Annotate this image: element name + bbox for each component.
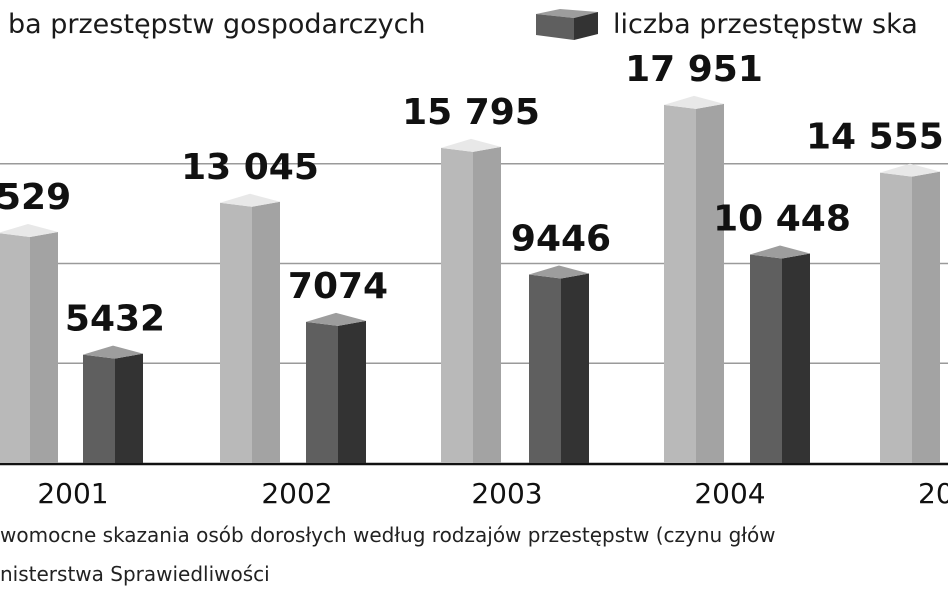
bar-series-1-2002 — [220, 193, 280, 463]
data-label-series-1-2001: 529 — [0, 177, 71, 218]
x-axis-tick-labels: 2001 2002 2003 2004 20 — [37, 477, 948, 510]
x-tick-label-2001: 2001 — [37, 477, 108, 510]
x-tick-label-20: 20 — [918, 477, 948, 510]
legend-swatch-series-2 — [536, 9, 598, 40]
data-label-series-1-2002: 13 045 — [181, 147, 319, 188]
data-label-series-1-2003: 15 795 — [402, 92, 540, 133]
bar-series-1-2003 — [441, 138, 501, 463]
data-label-series-1-2004: 17 951 — [625, 49, 763, 90]
data-label-series-1-20: 14 555 — [806, 117, 944, 158]
legend-label-series-2: liczba przestępstw ska — [613, 9, 918, 40]
legend: ba przestępstw gospodarczych liczba prze… — [8, 9, 918, 40]
data-label-series-2-2003: 9446 — [511, 219, 611, 260]
bar-series-1-2001 — [0, 223, 58, 463]
bar-series-2-2003 — [529, 265, 589, 463]
bar-series-1-20 — [880, 163, 940, 463]
bar-series-2-2002 — [306, 312, 366, 463]
data-label-series-2-2004: 10 448 — [713, 199, 851, 240]
footer-note-line-1: womocne skazania osób dorosłych według r… — [0, 523, 776, 547]
footer-note-line-2: nisterstwa Sprawiedliwości — [0, 562, 270, 586]
x-tick-label-2002: 2002 — [261, 477, 332, 510]
bar-series-2-2004 — [750, 245, 810, 463]
x-tick-label-2004: 2004 — [694, 477, 765, 510]
x-tick-label-2003: 2003 — [471, 477, 542, 510]
legend-label-series-1: ba przestępstw gospodarczych — [8, 9, 426, 40]
data-label-series-2-2002: 7074 — [288, 266, 388, 307]
bars — [0, 95, 940, 463]
bar-series-2-2001 — [83, 345, 143, 463]
bar-series-1-2004 — [664, 95, 724, 463]
data-label-series-2-2001: 5432 — [65, 299, 165, 340]
value-labels: 529 5432 13 045 7074 15 795 9446 17 951 10 448 1… — [0, 49, 944, 340]
